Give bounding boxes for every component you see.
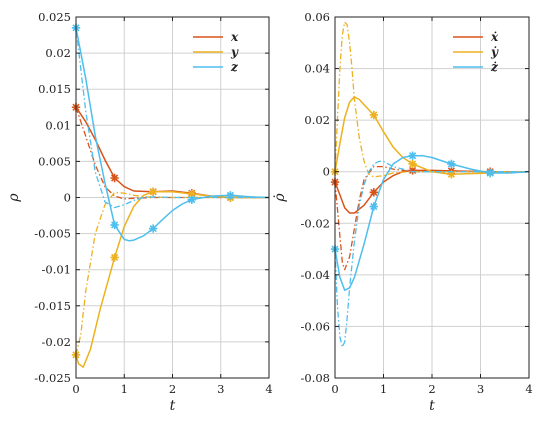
y-tick-label: -0.02 bbox=[42, 335, 72, 349]
y-tick-label: 0.005 bbox=[38, 154, 71, 168]
y-tick-label: -0.06 bbox=[301, 319, 331, 333]
legend-label: ż bbox=[490, 60, 499, 74]
series-marker bbox=[187, 189, 196, 199]
legend-label: ẋ bbox=[490, 30, 499, 44]
series-line-solid bbox=[334, 169, 529, 214]
axes bbox=[75, 16, 270, 379]
series-marker bbox=[110, 173, 119, 183]
y-tick-label: -0.02 bbox=[301, 216, 331, 230]
x-tick-label: 4 bbox=[525, 382, 532, 396]
x-tick-label: 1 bbox=[121, 382, 128, 396]
series-3 bbox=[330, 151, 530, 348]
series-line-solid bbox=[334, 154, 530, 292]
x-tick-label: 0 bbox=[331, 382, 338, 396]
series-marker bbox=[369, 110, 378, 120]
legend-label: x bbox=[230, 30, 239, 44]
x-tick-label: 4 bbox=[265, 382, 272, 396]
series-marker bbox=[447, 170, 456, 179]
y-tick-label: 0.02 bbox=[304, 113, 330, 127]
y-tick-label: -0.08 bbox=[301, 371, 331, 385]
x-tick-label: 2 bbox=[428, 382, 435, 396]
x-tick-label: 2 bbox=[169, 382, 176, 396]
legend-label: y bbox=[230, 45, 239, 59]
series-marker bbox=[149, 187, 158, 196]
x-tick-label: 1 bbox=[380, 382, 387, 396]
series-marker bbox=[149, 224, 158, 233]
y-tick-label: 0 bbox=[323, 165, 330, 179]
y-tick-label: 0.04 bbox=[304, 62, 330, 76]
legend: xyz bbox=[193, 30, 239, 74]
y-tick-label: 0.01 bbox=[45, 118, 71, 132]
chart-panel-1: 0 1 2 3 4 -0.025 -0.02 -0.015 -0.01 -0.005 0 0.005 0… bbox=[6, 10, 273, 414]
y-tick-label: -0.015 bbox=[34, 299, 71, 313]
y-tick-label: 0.015 bbox=[38, 82, 71, 96]
legend-label: ẏ bbox=[490, 45, 499, 59]
x-tick-label: 0 bbox=[72, 382, 79, 396]
y-tick-label: 0.06 bbox=[304, 10, 330, 24]
y-tick-label: -0.01 bbox=[42, 263, 72, 277]
series-line-solid bbox=[75, 27, 270, 242]
series-marker bbox=[486, 168, 495, 178]
series-line-solid bbox=[334, 96, 530, 176]
legend-label: z bbox=[230, 60, 239, 74]
series-marker bbox=[110, 253, 119, 262]
x-axis-label: t bbox=[170, 398, 176, 414]
series-marker bbox=[447, 159, 456, 169]
series-marker bbox=[408, 151, 417, 160]
series-marker bbox=[369, 188, 378, 197]
chart-panel-2: 0 1 2 3 4 -0.08 -0.06 -0.04 -0.02 0 0.02 0.04 0.06 t ρ… bbox=[272, 10, 533, 414]
legend: ẋẏż bbox=[453, 30, 499, 74]
y-tick-label: 0.025 bbox=[38, 10, 71, 24]
y-tick-label: 0.02 bbox=[45, 46, 71, 60]
y-tick-label: 0 bbox=[64, 191, 71, 205]
y-tick-label: -0.025 bbox=[34, 371, 71, 385]
series-marker bbox=[226, 191, 235, 200]
x-tick-label: 3 bbox=[477, 382, 484, 396]
series-line-solid bbox=[75, 190, 269, 368]
y-tick-label: -0.005 bbox=[34, 227, 71, 241]
series-marker bbox=[369, 202, 378, 211]
axes bbox=[334, 16, 530, 379]
series-marker bbox=[187, 195, 196, 204]
y-axis-label: ρ̇ bbox=[272, 193, 288, 203]
series-marker bbox=[408, 159, 417, 169]
series-line-dashdot bbox=[334, 160, 529, 348]
y-axis-label: ρ bbox=[6, 193, 22, 203]
x-axis-label: t bbox=[429, 398, 435, 414]
x-tick-label: 3 bbox=[217, 382, 224, 396]
y-tick-label: -0.04 bbox=[301, 268, 331, 282]
series-line-dashdot bbox=[75, 27, 269, 209]
series-marker bbox=[408, 166, 417, 175]
series-marker bbox=[110, 220, 119, 230]
